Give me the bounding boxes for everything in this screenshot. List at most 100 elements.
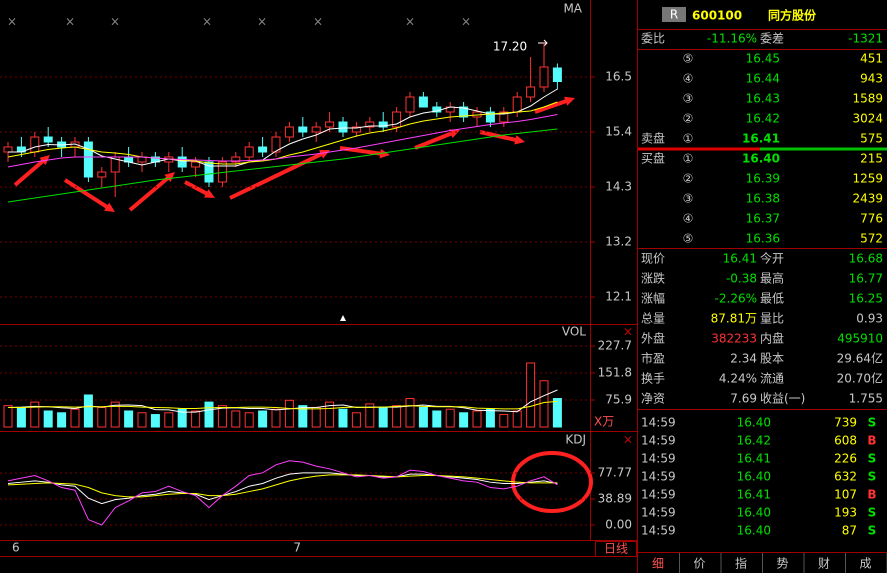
candle-body [392,111,402,128]
volume-bar [57,412,67,428]
volume-bar [204,401,214,428]
kdj-line [7,474,558,498]
volume-bar [3,405,13,428]
candle-body [284,126,294,138]
stat-value: 495910 [837,332,883,346]
svg-text:×: × [313,15,323,29]
ma-line [8,88,558,167]
volume: 1589 [852,92,883,106]
level: ③ [683,92,694,106]
candle-body [43,136,53,143]
tab[interactable]: 财 [818,557,830,571]
frame [0,0,638,573]
candle-body [83,141,93,178]
volume: 776 [860,212,883,226]
stat-value: 4.24% [719,372,757,386]
candle-body [191,161,201,168]
tab[interactable]: 指 [735,556,747,571]
y-tick-label: 38.89 [598,491,632,505]
tab[interactable]: 细 [652,557,664,571]
svg-text:×: × [461,15,471,29]
stat-value: 16.25 [849,292,883,306]
stat-label: 换手 [641,372,665,386]
ma-line [7,101,558,165]
stat-label: 量比 [760,312,784,326]
volume-bar [83,394,93,428]
candle-body [338,121,348,133]
candle-body [512,96,522,113]
tick-price: 16.40 [737,470,771,484]
volume-bar [526,362,536,428]
candle-body [271,136,281,153]
kdj-line [7,460,558,526]
candle-body [3,146,13,153]
stat-label: 股本 [760,352,784,366]
level: ② [683,112,694,126]
tick-time: 14:59 [641,506,676,520]
volume-bar [459,412,469,428]
candle-body [137,156,147,163]
candle-body [97,171,107,178]
volume-bar [325,401,335,428]
stat-value: 29.64亿 [837,351,883,366]
tick-price: 16.40 [737,506,771,520]
svg-text:×: × [257,15,267,29]
tick-side: S [868,452,877,466]
level: ④ [683,72,694,86]
stat-label: 内盘 [760,331,784,346]
volume-bar [539,380,549,428]
stat-label: 净资 [641,392,665,406]
stat-value: 16.41 [723,252,757,266]
stat-label: 现价 [641,252,665,266]
candle-body [311,126,321,133]
volume-bar [231,410,241,428]
tick-time: 14:59 [641,434,676,448]
arrow-shaft [229,150,326,200]
level: ① [683,132,694,146]
volume: 572 [860,232,883,246]
vol-label: VOL [562,325,586,339]
volume-bar [298,405,308,428]
annotations [13,39,593,513]
tick-price: 16.41 [737,488,771,502]
stat-value: 1.755 [849,392,883,406]
period: 日线 [604,542,628,556]
volume-bar [244,412,254,428]
volume-bar [30,401,40,428]
close-icon[interactable]: × [623,325,633,339]
tick-time: 14:59 [641,470,676,484]
tab[interactable]: 成 [859,557,871,571]
value: -11.16% [707,32,757,46]
candle-body [526,86,536,98]
y-tick-label: 14.3 [605,180,632,194]
svg-text:×: × [110,15,120,29]
tab[interactable]: 价 [693,557,705,571]
tick-side: B [867,434,876,448]
stat-label: 总量 [641,312,665,326]
stat-value: 16.68 [849,252,883,266]
candle-body [459,106,469,118]
close-icon[interactable]: × [623,433,633,447]
price: 16.42 [746,112,780,126]
tick-volume: 107 [834,488,857,502]
ma-line [7,114,558,168]
candle-body [405,96,415,113]
tab[interactable]: 势 [776,557,788,571]
arrow-head [164,172,175,183]
y-tick-label: 15.4 [605,125,632,139]
arrow-head [204,189,215,198]
candle-body [378,121,388,128]
tick-volume: 87 [842,524,857,538]
arrow-shaft [479,130,520,143]
tick-time: 14:59 [641,488,676,502]
arrow-head [564,96,575,106]
level: ② [683,172,694,186]
tick-side: S [868,416,877,430]
stat-value: 2.34 [730,352,757,366]
book-label: 卖盘 [641,131,665,146]
stat-value: 0.93 [856,312,883,326]
svg-text:×: × [7,15,17,29]
stat-value: 20.70亿 [837,371,883,386]
kdj-line [7,472,558,505]
vol-unit: X万 [594,415,614,429]
